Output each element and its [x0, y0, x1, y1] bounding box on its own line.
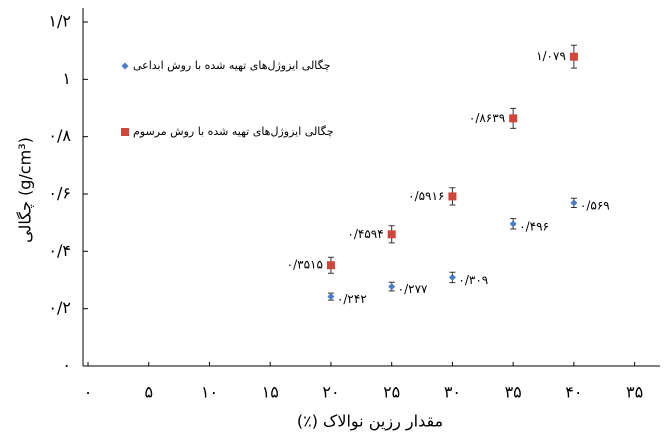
point	[326, 261, 335, 270]
legend-marker	[121, 62, 129, 70]
x-tick-label: ۳۵	[626, 383, 643, 402]
data-label: ۰/۴۹۶	[519, 219, 549, 233]
x-tick-label: ۵	[144, 383, 153, 402]
x-tick-label: ۳۵	[505, 383, 522, 402]
x-tick-label: ۱۵	[262, 383, 279, 402]
legend-label: چگالی ایزوژل‌های تهیه شده با روش مرسوم	[133, 125, 334, 138]
data-label: ۰/۳۰۹	[458, 273, 488, 287]
y-tick-label: ۰/۸	[48, 126, 71, 145]
point	[327, 293, 335, 301]
x-tick-label: ۱۰	[201, 383, 218, 402]
point	[388, 283, 396, 291]
data-label: ۰/۳۵۱۵	[287, 258, 323, 272]
data-label: ۰/۲۴۲	[337, 292, 367, 306]
y-axis-label: چگالی (g/cm³)	[16, 137, 35, 243]
point	[448, 273, 456, 281]
y-tick-label: ۰/۶	[48, 184, 71, 203]
legend-marker	[121, 128, 129, 136]
y-tick-label: ۱/۲	[48, 12, 71, 31]
x-tick-label: ۴۰	[565, 383, 582, 402]
y-tick-label: ۰	[62, 356, 71, 375]
point	[448, 192, 457, 201]
x-tick-label: ۲۰	[322, 383, 339, 402]
point	[569, 52, 578, 61]
y-tick-label: ۰/۲	[48, 298, 71, 317]
point	[509, 220, 517, 228]
x-axis-label: مقدار رزین نوالاک (٪)	[297, 412, 443, 432]
data-label: ۱/۰۷۹	[536, 49, 566, 63]
y-tick-label: ۱	[62, 69, 71, 88]
data-label: ۰/۲۷۷	[398, 282, 428, 296]
x-tick-label: ۲۵	[383, 383, 400, 402]
point	[387, 230, 396, 239]
x-tick-label: ۰	[84, 383, 93, 402]
data-label: ۰/۴۵۹۴	[347, 227, 383, 241]
point	[570, 199, 578, 207]
data-label: ۰/۸۶۳۹	[469, 111, 505, 125]
data-label: ۰/۵۹۱۶	[408, 189, 444, 203]
legend-label: چگالی ایزوژل‌های تهیه شده با روش ابداعی	[133, 59, 331, 72]
data-label: ۰/۵۶۹	[580, 198, 610, 212]
point	[509, 114, 518, 123]
x-tick-label: ۳۰	[444, 383, 461, 402]
y-tick-label: ۰/۴	[48, 241, 71, 260]
